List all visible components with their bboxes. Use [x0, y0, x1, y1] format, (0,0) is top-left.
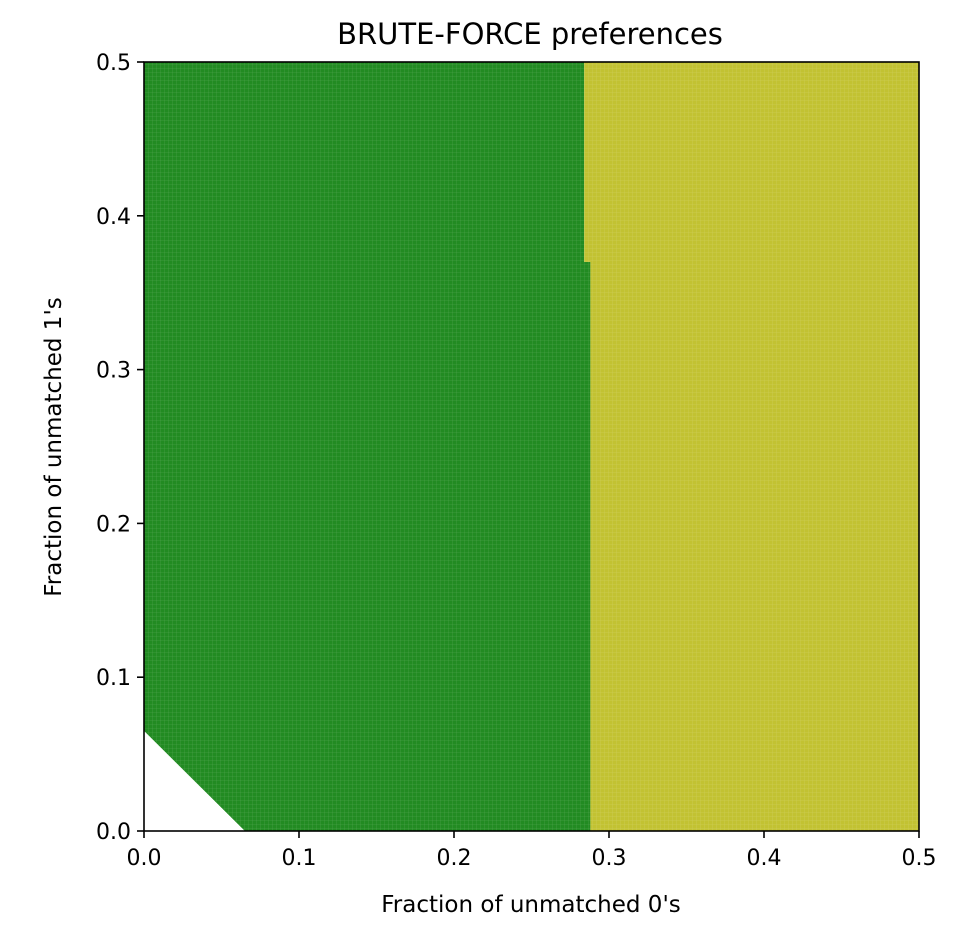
y-tick-label-3: 0.3: [96, 359, 131, 384]
x-tick-label-0: 0.0: [127, 846, 162, 871]
y-tick-label-2: 0.2: [96, 512, 131, 537]
x-axis: 0.0 0.1 0.2 0.3 0.4 0.5: [127, 831, 937, 871]
x-tick-label-4: 0.4: [747, 846, 782, 871]
y-tick-label-5: 0.5: [96, 51, 131, 76]
empty-region: [144, 731, 245, 831]
x-tick-label-1: 0.1: [282, 846, 317, 871]
y-tick-label-4: 0.4: [96, 205, 131, 230]
plot-area: [143, 61, 920, 832]
y-tick-label-1: 0.1: [96, 666, 131, 691]
x-tick-label-5: 0.5: [902, 846, 937, 871]
y-tick-label-0: 0.0: [96, 820, 131, 845]
heatmap-region-2-cells: [584, 62, 919, 831]
chart-title: BRUTE-FORCE preferences: [337, 17, 723, 51]
x-axis-label: Fraction of unmatched 0's: [381, 892, 681, 918]
y-axis-label: Fraction of unmatched 1's: [41, 297, 67, 597]
plot-frame: [143, 61, 920, 832]
heatmap-region-1-cells: [144, 62, 591, 831]
x-tick-label-2: 0.2: [437, 846, 472, 871]
x-tick-label-3: 0.3: [592, 846, 627, 871]
y-axis: 0.0 0.1 0.2 0.3 0.4 0.5: [96, 51, 144, 845]
